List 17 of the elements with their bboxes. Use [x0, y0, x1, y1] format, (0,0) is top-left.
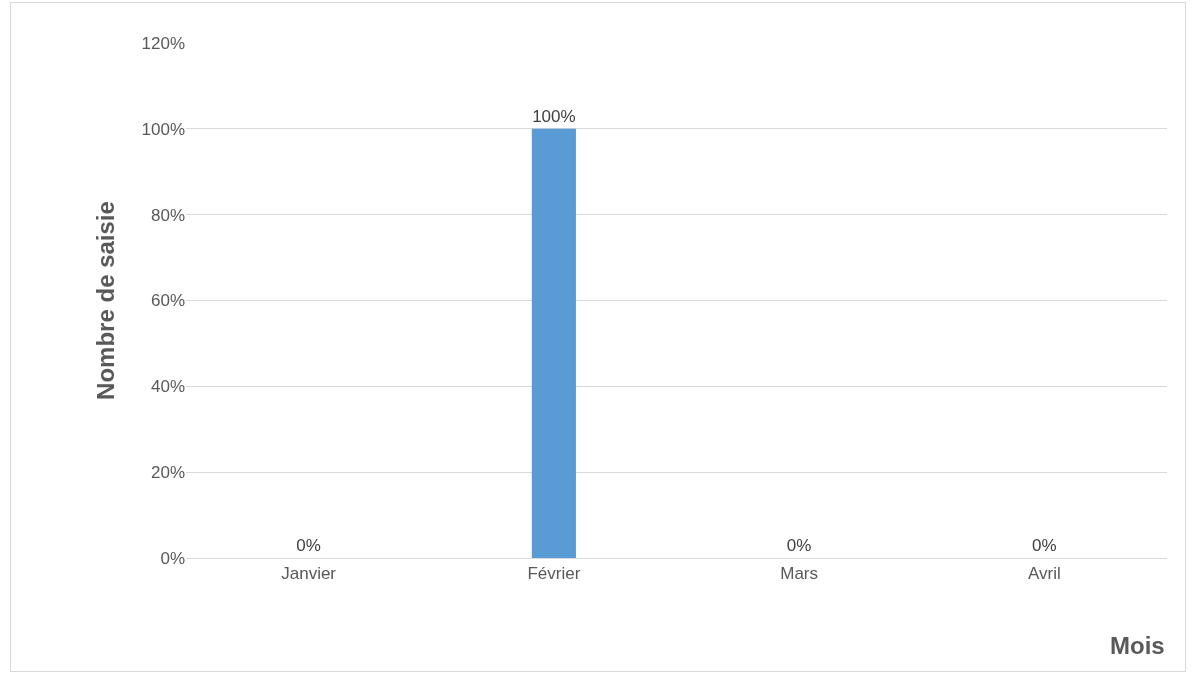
x-axis-title: Mois: [1110, 632, 1165, 659]
y-tick-label: 40%: [150, 377, 185, 397]
x-tick-label: Avril: [1028, 564, 1061, 584]
data-label: 100%: [532, 106, 576, 126]
data-label: 0%: [296, 536, 321, 555]
y-tick-label: 120%: [141, 33, 185, 53]
y-tick-label: 100%: [141, 119, 185, 139]
y-tick-label: 0%: [160, 548, 185, 568]
x-tick-label: Février: [527, 564, 581, 584]
data-label: 0%: [786, 536, 812, 555]
y-tick-label: 80%: [150, 205, 185, 225]
data-label: 0%: [1032, 536, 1057, 555]
x-tick-label: Janvier: [281, 564, 337, 584]
x-tick-label: Mars: [780, 564, 819, 584]
y-tick-label: 60%: [150, 291, 185, 311]
y-tick-label: 20%: [150, 463, 185, 483]
y-axis-title: Nombre de saisie: [91, 201, 119, 400]
